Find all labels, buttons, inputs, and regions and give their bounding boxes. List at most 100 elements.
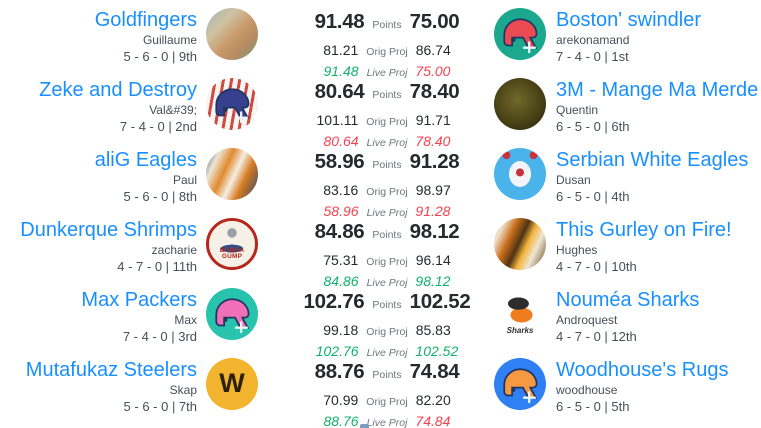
team-name-link[interactable]: 3M - Mange Ma Merde [556, 79, 759, 101]
avatar-glyph: Sharks [506, 326, 534, 335]
manager-name: Skap [169, 383, 197, 398]
team-avatar[interactable] [206, 148, 258, 200]
team-avatar[interactable] [206, 78, 258, 130]
live-proj-label: Live Proj [366, 207, 408, 219]
live-proj-label: Live Proj [366, 137, 408, 149]
score-block: 80.64 Points 78.40 101.11 Orig Proj 91.7… [302, 78, 472, 149]
team-info: Woodhouse's Rugs woodhouse 6 - 5 - 0 | 5… [546, 358, 728, 414]
manager-name: Val&#39; [149, 103, 197, 118]
football-helmet-icon [215, 298, 250, 334]
team-right: Serbian White Eagles Dusan 6 - 5 - 0 | 4… [494, 148, 761, 204]
orig-proj-left: 99.18 [323, 322, 359, 338]
football-helmet-icon [215, 88, 250, 124]
avatar-glyph [206, 8, 258, 60]
orig-proj-right: 85.83 [415, 322, 451, 338]
team-name-link[interactable]: Serbian White Eagles [556, 149, 749, 171]
score-block: 102.76 Points 102.52 99.18 Orig Proj 85.… [302, 288, 472, 359]
team-avatar[interactable] [494, 218, 546, 270]
team-avatar[interactable] [206, 288, 258, 340]
points-right: 91.28 [409, 150, 460, 173]
team-name-link[interactable]: This Gurley on Fire! [556, 219, 732, 241]
score-block: 88.76 Points 74.84 70.99 Orig Proj 82.20… [302, 358, 472, 428]
avatar-glyph [494, 358, 546, 410]
team-name-link[interactable]: Dunkerque Shrimps [20, 219, 197, 241]
manager-name: Guillaume [142, 33, 197, 48]
team-name-link[interactable]: Boston' swindler [556, 9, 701, 31]
points-right: 75.00 [409, 10, 460, 33]
orig-proj-label: Orig Proj [366, 256, 408, 268]
team-record: 5 - 6 - 0 | 8th [123, 188, 197, 204]
team-name-link[interactable]: aliG Eagles [94, 149, 197, 171]
orig-proj-label: Orig Proj [366, 186, 408, 198]
points-left: 88.76 [314, 360, 365, 383]
team-record: 5 - 6 - 0 | 7th [123, 398, 197, 414]
team-name-link[interactable]: Mutafukaz Steelers [25, 359, 197, 381]
team-avatar[interactable] [494, 8, 546, 60]
team-name-link[interactable]: Zeke and Destroy [39, 79, 197, 101]
team-info: Nouméa Sharks Androquest 4 - 7 - 0 | 12t… [546, 288, 699, 344]
manager-name: Paul [172, 173, 197, 188]
manager-name: Dusan [556, 173, 591, 188]
team-name-link[interactable]: Goldfingers [94, 9, 197, 31]
team-avatar[interactable]: Sharks [494, 288, 546, 340]
live-proj-left: 88.76 [323, 413, 359, 428]
football-helmet-icon [503, 18, 538, 54]
live-proj-left: 91.48 [323, 63, 359, 79]
team-name-link[interactable]: Nouméa Sharks [556, 289, 700, 311]
orig-proj-label: Orig Proj [366, 46, 408, 58]
team-left: aliG Eagles Paul 5 - 6 - 0 | 8th [0, 148, 258, 204]
team-avatar[interactable] [494, 148, 546, 200]
orig-proj-label: Orig Proj [366, 116, 408, 128]
team-info: Max Packers Max 7 - 4 - 0 | 3rd [0, 288, 206, 344]
team-name-link[interactable]: Max Packers [81, 289, 197, 311]
team-record: 7 - 4 - 0 | 3rd [122, 328, 197, 344]
team-info: Zeke and Destroy Val&#39; 7 - 4 - 0 | 2n… [0, 78, 206, 134]
orig-proj-left: 70.99 [323, 392, 359, 408]
team-info: aliG Eagles Paul 5 - 6 - 0 | 8th [0, 148, 206, 204]
points-right: 98.12 [409, 220, 460, 243]
live-proj-left: 84.86 [323, 273, 359, 289]
team-right: Sharks Nouméa Sharks Androquest 4 - 7 - … [494, 288, 761, 344]
points-right: 74.84 [409, 360, 460, 383]
bottom-edge-cutoff-element[interactable] [360, 424, 369, 428]
team-info: Goldfingers Guillaume 5 - 6 - 0 | 9th [0, 8, 206, 64]
matchup-row: Mutafukaz Steelers Skap 5 - 6 - 0 | 7th … [0, 355, 761, 428]
team-info: Boston' swindler arekonamand 7 - 4 - 0 |… [546, 8, 701, 64]
points-right: 78.40 [409, 80, 460, 103]
team-avatar[interactable] [206, 8, 258, 60]
points-label: Points [372, 19, 402, 31]
avatar-glyph [494, 218, 546, 270]
orig-proj-right: 82.20 [415, 392, 451, 408]
matchup-row: aliG Eagles Paul 5 - 6 - 0 | 8th 58.96 P… [0, 145, 761, 219]
orig-proj-right: 98.97 [415, 182, 451, 198]
team-avatar[interactable] [494, 78, 546, 130]
team-info: 3M - Mange Ma Merde Quentin 6 - 5 - 0 | … [546, 78, 758, 134]
live-proj-right: 75.00 [415, 63, 451, 79]
avatar-glyph [494, 8, 546, 60]
avatar-glyph [206, 148, 258, 200]
points-label: Points [372, 159, 402, 171]
team-avatar[interactable]: W [206, 358, 258, 410]
team-record: 4 - 7 - 0 | 10th [556, 258, 637, 274]
points-left: 102.76 [303, 290, 365, 313]
team-left: Goldfingers Guillaume 5 - 6 - 0 | 9th [0, 8, 258, 64]
matchup-row: Dunkerque Shrimps zacharie 4 - 7 - 0 | 1… [0, 215, 761, 289]
team-name-link[interactable]: Woodhouse's Rugs [556, 359, 729, 381]
avatar-glyph [206, 288, 258, 340]
avatar-glyph [206, 78, 258, 130]
score-block: 58.96 Points 91.28 83.16 Orig Proj 98.97… [302, 148, 472, 219]
team-avatar[interactable]: BUBBA GUMP [206, 218, 258, 270]
manager-name: Androquest [556, 313, 618, 328]
team-record: 4 - 7 - 0 | 11th [117, 258, 197, 274]
team-record: 7 - 4 - 0 | 2nd [119, 118, 197, 134]
live-proj-left: 58.96 [323, 203, 359, 219]
live-proj-label: Live Proj [366, 277, 408, 289]
matchup-row: Max Packers Max 7 - 4 - 0 | 3rd 102.76 P… [0, 285, 761, 359]
points-label: Points [372, 229, 402, 241]
live-proj-right: 78.40 [415, 133, 451, 149]
team-avatar[interactable] [494, 358, 546, 410]
avatar-glyph: W [219, 367, 245, 398]
team-record: 6 - 5 - 0 | 4th [556, 188, 630, 204]
manager-name: woodhouse [556, 383, 618, 398]
